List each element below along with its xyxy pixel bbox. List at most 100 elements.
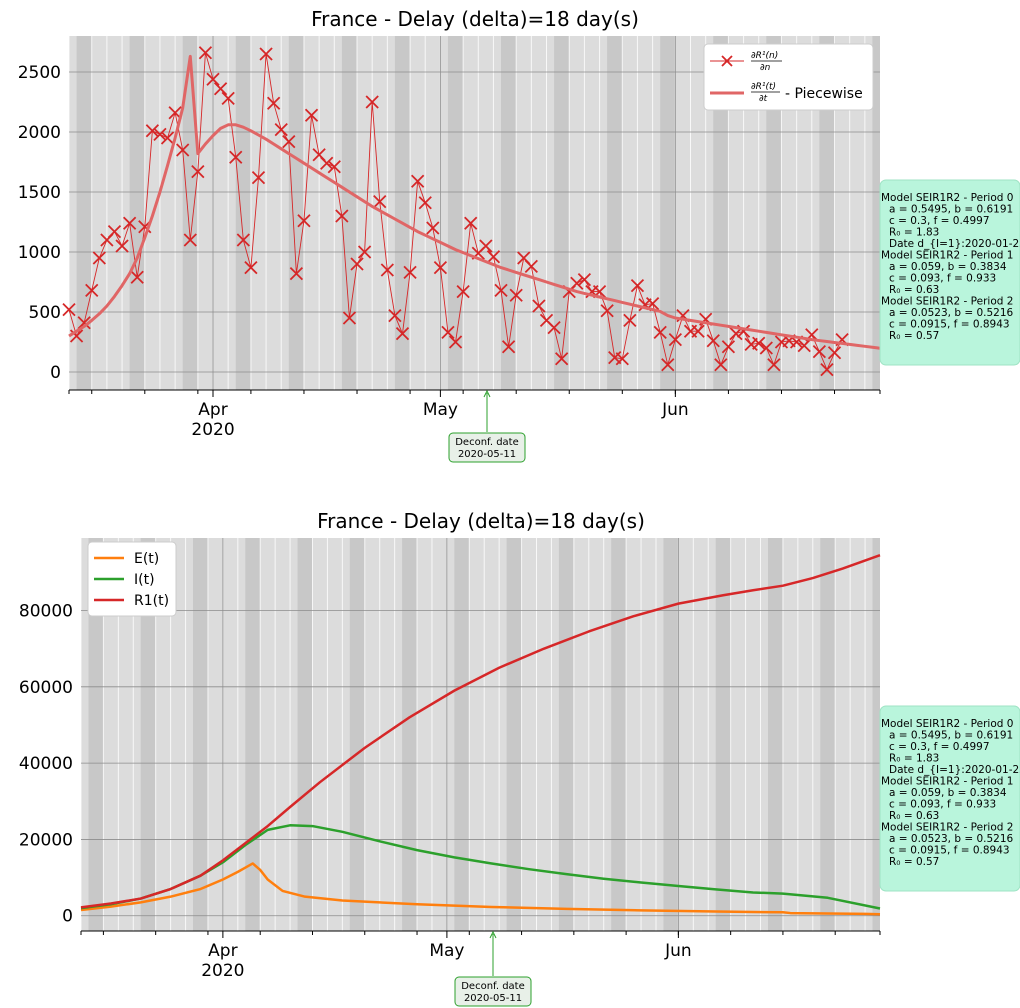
series-line-et — [80, 862, 881, 916]
dn-data-point — [623, 313, 637, 328]
x-tick-label: Apr — [198, 400, 227, 420]
chart2-title: France - Delay (delta)=18 day(s) — [317, 509, 645, 533]
weekend-band — [454, 538, 470, 931]
info-line: Model SEIR1R2 - Period 0 — [881, 718, 1013, 730]
legend-dn-label: ∂R¹(n) ∂n — [751, 51, 782, 73]
dn-data-point — [411, 174, 425, 188]
chart1-grid — [69, 36, 880, 390]
dn-data-point — [206, 72, 220, 86]
weekend-band — [140, 538, 156, 931]
info-line: a = 0.059, b = 0.3834 — [889, 787, 1007, 799]
dn-data-point — [115, 239, 129, 253]
weekend-band — [660, 36, 676, 390]
dn-data-point — [365, 95, 379, 109]
weekend-band — [235, 36, 251, 390]
info-line: c = 0.093, f = 0.933 — [889, 273, 996, 285]
weekend-band — [288, 36, 304, 390]
dn-data-point — [448, 335, 463, 349]
y-tick-label: 80000 — [19, 601, 73, 621]
dn-data-point — [320, 156, 334, 170]
weekend-band — [820, 538, 836, 931]
weekend-band — [872, 36, 880, 390]
info-line: a = 0.0523, b = 0.5216 — [889, 833, 1014, 845]
dn-data-point — [532, 299, 546, 313]
dn-data-point — [267, 96, 281, 110]
svg-text:∂R¹(t): ∂R¹(t) — [751, 82, 776, 92]
dn-data-point — [259, 47, 273, 61]
chart2-legend: E(t) I(t) R1(t) — [87, 541, 177, 617]
dn-data-point — [289, 266, 304, 281]
dn-data-point — [122, 216, 137, 230]
y-tick-label: 60000 — [19, 678, 73, 698]
weekend-band — [245, 538, 261, 931]
legend-label: E(t) — [134, 551, 159, 567]
weekend-band — [558, 538, 574, 931]
info-line: Model SEIR1R2 - Period 2 — [881, 296, 1013, 308]
dn-data-point — [721, 340, 736, 354]
dn-data-point — [441, 325, 455, 340]
y-tick-label: 2000 — [18, 123, 61, 143]
dn-data-point — [350, 257, 364, 271]
dn-data-point — [668, 332, 682, 347]
dn-data-point — [145, 124, 160, 138]
dn-data-point — [570, 276, 584, 290]
dn-data-point — [373, 194, 387, 209]
dn-data-point — [759, 341, 773, 355]
dn-data-point — [812, 344, 827, 359]
dn-data-point — [600, 304, 614, 318]
piecewise-line — [68, 54, 888, 351]
dn-data-point — [494, 283, 508, 298]
chart2-series — [80, 553, 881, 916]
dn-data-point — [577, 272, 592, 287]
dn-data-point — [92, 251, 106, 265]
x-tick-label: May — [423, 400, 458, 420]
chart2-weekend-bands — [80, 538, 880, 931]
dn-data-point — [479, 239, 493, 253]
weekend-band — [182, 36, 198, 390]
info-line: Date d_{I=1}:2020-01-23 — [889, 238, 1020, 250]
weekend-band — [713, 36, 729, 390]
chart2-deconf-label: Deconf. date — [461, 981, 525, 992]
weekend-band — [767, 538, 783, 931]
dn-data-point — [524, 259, 538, 274]
info-line: Date d_{I=1}:2020-01-23 — [889, 764, 1020, 776]
info-line: a = 0.5495, b = 0.6191 — [889, 204, 1013, 216]
info-line: R₀ = 0.63 — [889, 284, 939, 296]
info-line: R₀ = 0.57 — [889, 330, 939, 342]
weekend-band — [402, 538, 418, 931]
info-line: c = 0.3, f = 0.4997 — [889, 215, 990, 227]
chart1-deconf-date: 2020-05-11 — [458, 449, 516, 460]
dn-data-point — [547, 320, 561, 335]
x-tick-sublabel: 2020 — [201, 961, 244, 981]
chart1-deconf-label: Deconf. date — [455, 437, 519, 448]
dn-data-point — [555, 352, 569, 366]
info-line: Model SEIR1R2 - Period 1 — [881, 250, 1013, 262]
chart2-deconf-annotation: Deconf. date 2020-05-11 — [454, 930, 532, 1007]
dn-data-point — [213, 82, 228, 96]
chart1-model-info-box: Model SEIR1R2 - Period 0a = 0.5495, b = … — [879, 179, 1020, 366]
weekend-band — [88, 538, 104, 931]
chart1-title: France - Delay (delta)=18 day(s) — [311, 7, 639, 31]
info-line: Model SEIR1R2 - Period 1 — [881, 776, 1013, 788]
dn-data-point — [77, 316, 91, 330]
dn-data-point — [403, 265, 417, 280]
dn-data-point — [395, 326, 410, 341]
weekend-band — [607, 36, 623, 390]
info-line: Model SEIR1R2 - Period 2 — [881, 822, 1013, 834]
dn-data-point — [820, 362, 834, 377]
weekend-band — [819, 36, 835, 390]
info-line: a = 0.0523, b = 0.5216 — [889, 307, 1014, 319]
dn-data-point — [797, 338, 811, 353]
chart2-deconf-date: 2020-05-11 — [464, 993, 522, 1004]
svg-text:∂t: ∂t — [759, 94, 768, 104]
x-tick-label: Jun — [661, 400, 689, 420]
dn-data-point — [130, 270, 144, 284]
chart1-legend: ∂R¹(n) ∂n ∂R¹(t) ∂t - Piecewise — [703, 43, 874, 111]
weekend-band — [76, 36, 92, 390]
legend-piecewise-label: ∂R¹(t) ∂t - Piecewise — [751, 82, 863, 104]
dn-data-point — [501, 340, 516, 354]
legend-label: R1(t) — [134, 593, 169, 609]
weekend-band — [554, 36, 570, 390]
y-tick-label: 20000 — [19, 830, 73, 850]
weekend-band — [349, 538, 365, 931]
